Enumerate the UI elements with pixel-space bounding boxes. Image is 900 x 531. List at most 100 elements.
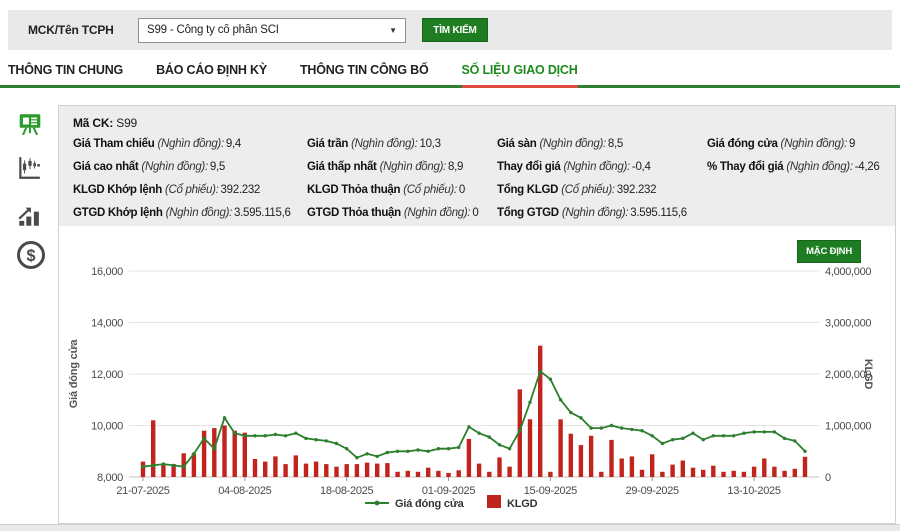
default-chart-button[interactable]: MẶC ĐỊNH: [797, 240, 861, 263]
info-field-label: Giá trần: [307, 138, 349, 150]
left-axis-tick: 14,000: [91, 318, 123, 330]
info-field-unit: (Nghìn đồng):: [539, 138, 606, 150]
info-field-label: Giá sàn: [497, 138, 537, 150]
info-field-value: -4,26: [854, 161, 880, 173]
info-field-label: Tổng GTGD: [497, 207, 559, 219]
dollar-coin-icon[interactable]: $: [16, 240, 46, 270]
x-axis: 21-07-2025 04-08-2025 18-08-2025 01-09-2025…: [116, 477, 781, 497]
info-field-unit: (Nghìn đồng):: [157, 138, 224, 150]
ticker-label: MCK/Tên TCPH: [28, 23, 114, 37]
chart-legend: Giá đóng cửa KLGD: [365, 495, 538, 510]
info-field: Giá Tham chiếu (Nghìn đồng): 9,4: [73, 133, 307, 156]
info-field-label: KLGD Khớp lệnh: [73, 184, 162, 196]
tab-thong-tin-cong-bo[interactable]: THÔNG TIN CÔNG BỐ: [299, 63, 429, 77]
presentation-chart-icon[interactable]: [17, 111, 43, 137]
info-field-unit: (Nghìn đồng):: [780, 138, 848, 150]
info-field-unit: (Nghìn đồng):: [379, 161, 447, 173]
price-volume-chart: 8,000 10,000 12,000 14,000 16,000 0 1,000,000 2…: [59, 226, 897, 526]
stock-data-panel: Mã CK: S99 Giá Tham chiếu (Nghìn đồng): 9,…: [58, 105, 896, 524]
info-field: Tổng KLGD (Cổ phiếu): 392.232: [497, 179, 707, 202]
x-axis-tick: 13-10-2025: [727, 485, 780, 497]
candlestick-chart-icon[interactable]: [16, 155, 42, 181]
info-field-unit: (Nghìn đồng):: [561, 207, 629, 219]
info-field-label: GTGD Khớp lệnh: [73, 207, 163, 219]
x-axis-tick: 18-08-2025: [320, 485, 373, 497]
x-axis-tick: 15-09-2025: [524, 485, 577, 497]
legend-price-label: Giá đóng cửa: [395, 498, 465, 510]
info-field-value: -0,4: [631, 161, 651, 173]
tab-underline: [0, 85, 900, 88]
right-axis-tick: 2,000,000: [825, 369, 871, 381]
footer-strip: [0, 524, 900, 531]
chevron-down-icon: ▼: [389, 25, 397, 35]
search-button[interactable]: TÌM KIẾM: [422, 18, 488, 42]
bar-chart-growth-icon[interactable]: [16, 203, 42, 229]
info-field-label: KLGD Thỏa thuận: [307, 184, 401, 196]
tab-bao-cao-dinh-ky[interactable]: BÁO CÁO ĐỊNH KỲ: [156, 63, 267, 77]
info-field: GTGD Khớp lệnh (Nghìn đồng): 3.595.115,6: [73, 202, 307, 225]
info-field-label: Thay đổi giá: [497, 161, 561, 173]
info-field: KLGD Thỏa thuận (Cổ phiếu): 0: [307, 179, 497, 202]
stock-info-section: Mã CK: S99 Giá Tham chiếu (Nghìn đồng): 9,…: [59, 106, 895, 226]
info-field-label: Tổng KLGD: [497, 184, 559, 196]
info-field-value: 10,3: [419, 138, 441, 150]
left-axis-title: Giá đóng cửa: [68, 339, 80, 409]
info-field: Giá cao nhất (Nghìn đồng): 9,5: [73, 156, 307, 179]
info-field: Thay đổi giá (Nghìn đồng): -0,4: [497, 156, 707, 179]
stock-code-value: S99: [116, 116, 138, 130]
info-field-value: 3.595.115,6: [630, 207, 687, 219]
tab-bar: THÔNG TIN CHUNG BÁO CÁO ĐỊNH KỲ THÔNG TIN …: [8, 63, 578, 77]
info-field-label: GTGD Thỏa thuận: [307, 207, 401, 219]
info-field: Tổng GTGD (Nghìn đồng): 3.595.115,6: [497, 202, 707, 225]
info-field-value: 392.232: [616, 184, 657, 196]
info-field: GTGD Thỏa thuận (Nghìn đồng): 0: [307, 202, 497, 225]
left-axis-tick: 16,000: [91, 266, 123, 278]
tab-so-lieu-giao-dich[interactable]: SỐ LIỆU GIAO DỊCH: [461, 63, 578, 77]
info-field-label: % Thay đổi giá: [707, 161, 784, 173]
info-column: Giá đóng cửa (Nghìn đồng): 9% Thay đổi giá…: [707, 133, 895, 225]
info-column: Giá trần (Nghìn đồng): 10,3 Giá thấp nhất (N…: [307, 133, 497, 225]
ticker-select[interactable]: S99 - Công ty cổ phần SCI ▼: [138, 17, 406, 43]
x-axis-tick: 04-08-2025: [218, 485, 271, 497]
info-field-value: 392.232: [220, 184, 261, 196]
info-field-value: 0: [472, 207, 479, 219]
right-axis-tick: 0: [825, 472, 831, 484]
price-line: [141, 369, 807, 469]
info-field-label: Giá Tham chiếu: [73, 138, 155, 150]
info-field: Giá sàn (Nghìn đồng): 8,5: [497, 133, 707, 156]
info-field-unit: (Nghìn đồng):: [141, 161, 208, 173]
info-field-value: 3.595.115,6: [234, 207, 291, 219]
info-field-value: 9: [848, 138, 856, 150]
left-axis-tick: 10,000: [91, 421, 123, 433]
ticker-select-value: S99 - Công ty cổ phần SCI: [147, 24, 279, 36]
left-axis-tick: 8,000: [97, 472, 123, 484]
info-field-value: 8,5: [607, 138, 623, 150]
info-field-label: Giá cao nhất: [73, 161, 139, 173]
tab-thong-tin-chung[interactable]: THÔNG TIN CHUNG: [8, 63, 124, 77]
stock-code-row: Mã CK: S99: [73, 113, 895, 133]
info-field: Giá trần (Nghìn đồng): 10,3: [307, 133, 497, 156]
info-field: % Thay đổi giá (Nghìn đồng): -4,26: [707, 156, 895, 179]
right-axis-title: KLGD: [862, 359, 874, 390]
info-field-value: 9,5: [209, 161, 225, 173]
info-field: Giá đóng cửa (Nghìn đồng): 9: [707, 133, 895, 156]
info-field-unit: (Cổ phiếu):: [403, 184, 457, 196]
info-field-value: 8,9: [448, 161, 464, 173]
svg-text:$: $: [26, 247, 35, 265]
info-field-unit: (Nghìn đồng):: [563, 161, 631, 173]
x-axis-tick: 01-09-2025: [422, 485, 475, 497]
info-column: Giá Tham chiếu (Nghìn đồng): 9,4 Giá cao nh…: [73, 133, 307, 225]
info-field-unit: (Nghìn đồng):: [351, 138, 418, 150]
stock-code-label: Mã CK:: [73, 116, 114, 130]
info-field-label: Giá đóng cửa: [707, 138, 778, 150]
info-field: KLGD Khớp lệnh (Cổ phiếu): 392.232: [73, 179, 307, 202]
right-axis-tick: 1,000,000: [825, 421, 871, 433]
right-axis-tick: 4,000,000: [825, 266, 871, 278]
right-axis-tick: 3,000,000: [825, 318, 871, 330]
info-field-unit: (Nghìn đồng):: [165, 207, 233, 219]
search-bar: MCK/Tên TCPH S99 - Công ty cổ phần SCI ▼…: [8, 10, 892, 50]
info-field-value: 0: [458, 184, 465, 196]
info-field-unit: (Cổ phiếu):: [561, 184, 615, 196]
info-field-value: 9,4: [225, 138, 241, 150]
